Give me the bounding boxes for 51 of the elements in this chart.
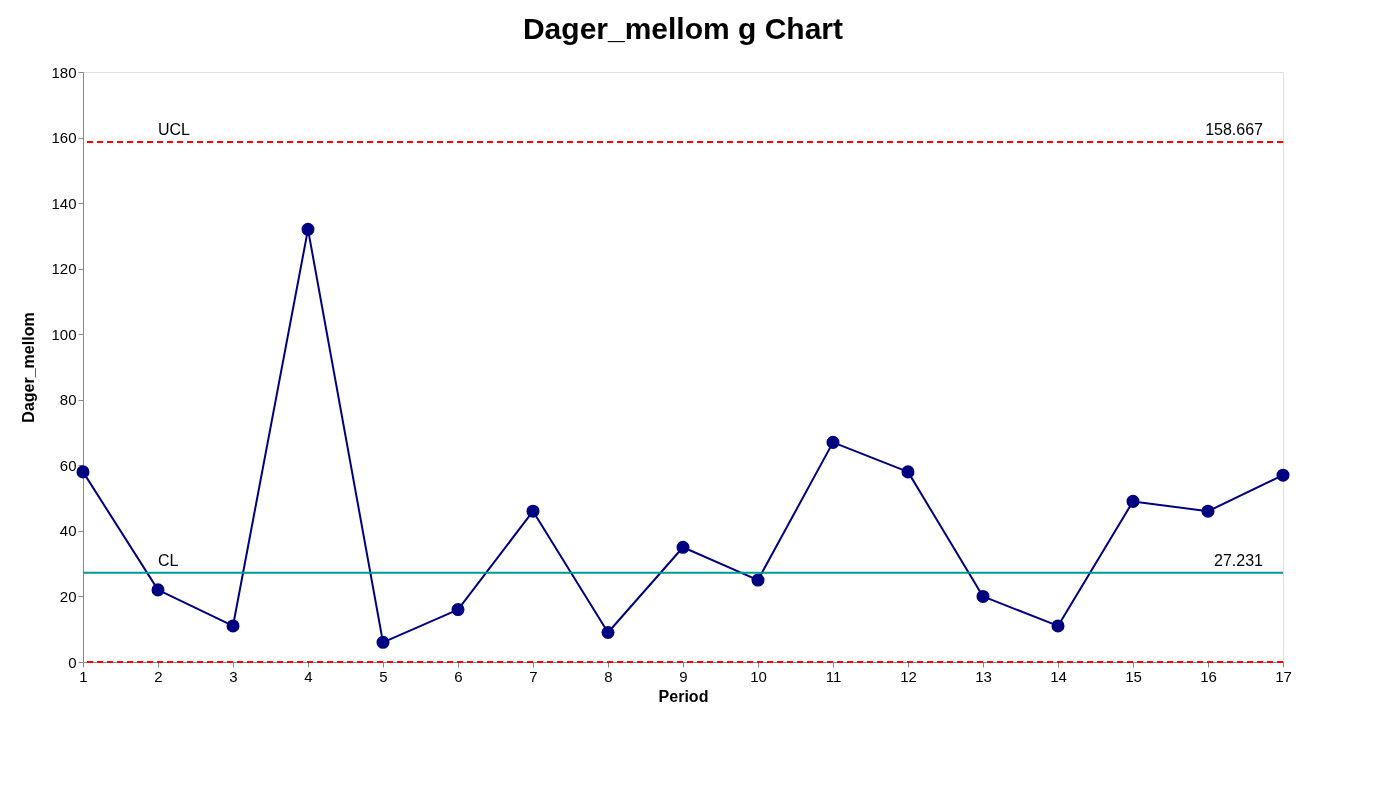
y-tick-label: 100 <box>51 325 77 343</box>
point <box>376 635 390 649</box>
point <box>1126 494 1140 508</box>
y-tick-label: 60 <box>59 456 77 474</box>
x-tick-label: 7 <box>529 667 538 685</box>
y-tick-label: 160 <box>51 129 77 147</box>
ref-line-label: UCL <box>158 120 191 138</box>
ref-line-label: CL <box>158 551 179 569</box>
point <box>1276 468 1290 482</box>
y-tick-label: 0 <box>68 653 77 671</box>
x-tick-label: 4 <box>304 667 313 685</box>
point <box>1201 504 1215 518</box>
point <box>751 573 765 587</box>
y-tick-label: 120 <box>51 260 77 278</box>
y-tick-label: 20 <box>59 587 77 605</box>
y-tick-label: 80 <box>59 391 77 409</box>
x-tick-label: 16 <box>1200 667 1217 685</box>
x-tick-label: 14 <box>1050 667 1067 685</box>
y-tick-label: 40 <box>59 522 77 540</box>
x-tick-label: 15 <box>1125 667 1142 685</box>
point <box>976 589 990 603</box>
x-tick-label: 8 <box>604 667 613 685</box>
point <box>1051 619 1065 633</box>
x-tick-label: 11 <box>825 667 842 685</box>
y-axis-title: Dager_mellom <box>20 312 38 423</box>
y-tick-label: 140 <box>51 194 77 212</box>
chart-title: Dager_mellom g Chart <box>522 12 844 45</box>
point <box>451 603 465 617</box>
x-tick-label: 1 <box>79 667 88 685</box>
point <box>301 222 315 236</box>
x-tick-label: 6 <box>454 667 463 685</box>
point <box>676 540 690 554</box>
x-tick-label: 5 <box>379 667 388 685</box>
annotation: 27.231 <box>1214 551 1264 569</box>
point <box>226 619 240 633</box>
x-tick-label: 13 <box>975 667 992 685</box>
x-tick-label: 2 <box>154 667 163 685</box>
point <box>901 465 915 479</box>
point <box>76 465 90 479</box>
point <box>526 504 540 518</box>
x-tick-label: 17 <box>1275 667 1292 685</box>
point <box>151 583 165 597</box>
x-tick-label: 3 <box>229 667 238 685</box>
point <box>601 625 615 640</box>
point <box>826 435 840 449</box>
x-tick-label: 10 <box>750 667 767 685</box>
x-tick-label: 9 <box>679 667 688 685</box>
annotation: 158.667 <box>1205 120 1264 138</box>
x-tick-label: 12 <box>900 667 917 685</box>
x-axis-title: Period <box>658 687 709 705</box>
y-tick-label: 180 <box>51 63 77 81</box>
